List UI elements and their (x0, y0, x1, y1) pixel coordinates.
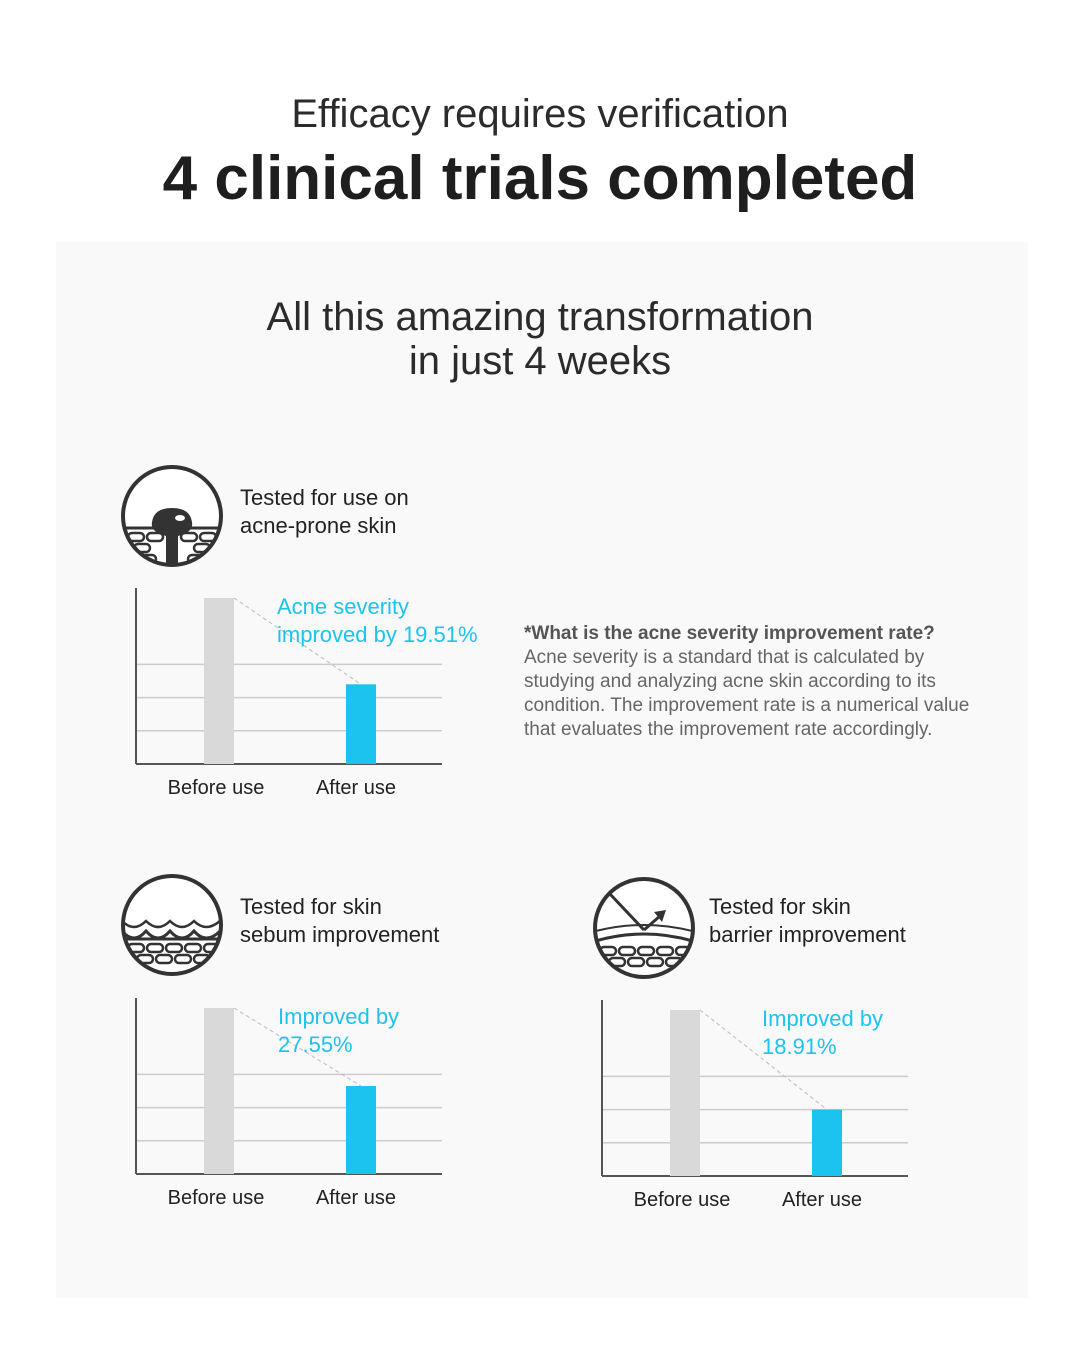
improvement-annotation-line2: 27.55% (278, 1032, 353, 1057)
panel-heading-line1: All this amazing transformation (266, 295, 814, 339)
improvement-annotation-line1: Improved by (762, 1006, 883, 1031)
test-label-acne: Tested for use on acne-prone skin (240, 484, 409, 540)
improvement-annotation-line2: 18.91% (762, 1034, 837, 1059)
improvement-annotation-line1: Acne severity (277, 594, 409, 619)
acne-skin-icon (121, 465, 223, 567)
category-label: After use (782, 1189, 862, 1211)
chart-sebum: Before use After use Improved by 27.55% (135, 998, 442, 1209)
connector-line (699, 1009, 828, 1110)
test-label-sebum-line2: sebum improvement (240, 922, 440, 947)
page-title: 4 clinical trials completed (162, 144, 918, 213)
bar-after-use (346, 1086, 376, 1174)
sebum-skin-icon (121, 874, 223, 976)
bar-before-use (204, 1008, 234, 1174)
category-label: After use (316, 777, 396, 799)
footnote-body: Acne severity is a standard that is calc… (524, 647, 970, 740)
improvement-annotation-line2: improved by 19.51% (277, 622, 478, 647)
test-label-sebum-line1: Tested for skin (240, 894, 382, 919)
panel-heading: All this amazing transformation in just … (0, 295, 1080, 383)
test-label-acne-line1: Tested for use on (240, 485, 409, 510)
test-label-sebum: Tested for skin sebum improvement (240, 893, 439, 949)
header-subtitle: Efficacy requires verification (291, 92, 789, 136)
test-label-barrier-line1: Tested for skin (709, 894, 851, 919)
bar-after-use (812, 1109, 842, 1176)
bar-before-use (204, 598, 234, 764)
improvement-annotation-line1: Improved by (278, 1004, 399, 1029)
test-label-barrier: Tested for skin barrier improvement (709, 893, 906, 949)
connector-line (233, 1007, 362, 1087)
barrier-skin-icon (593, 877, 695, 979)
test-label-barrier-line2: barrier improvement (709, 922, 906, 947)
test-label-acne-line2: acne-prone skin (240, 513, 397, 538)
category-label: Before use (168, 777, 265, 799)
category-label: Before use (168, 1187, 265, 1209)
footnote-question: *What is the acne severity improvement r… (524, 623, 935, 644)
bar-before-use (670, 1010, 700, 1176)
panel-heading-line2: in just 4 weeks (408, 339, 672, 383)
connector-line (233, 597, 362, 685)
bar-after-use (346, 684, 376, 764)
chart-acne-severity: Before use After use Acne severity improved… (135, 588, 478, 799)
category-label: After use (316, 1187, 396, 1209)
category-label: Before use (634, 1189, 731, 1211)
footnote: *What is the acne severity improvement r… (524, 622, 974, 742)
chart-barrier: Before use After use Improved by 18.91% (601, 1000, 908, 1211)
